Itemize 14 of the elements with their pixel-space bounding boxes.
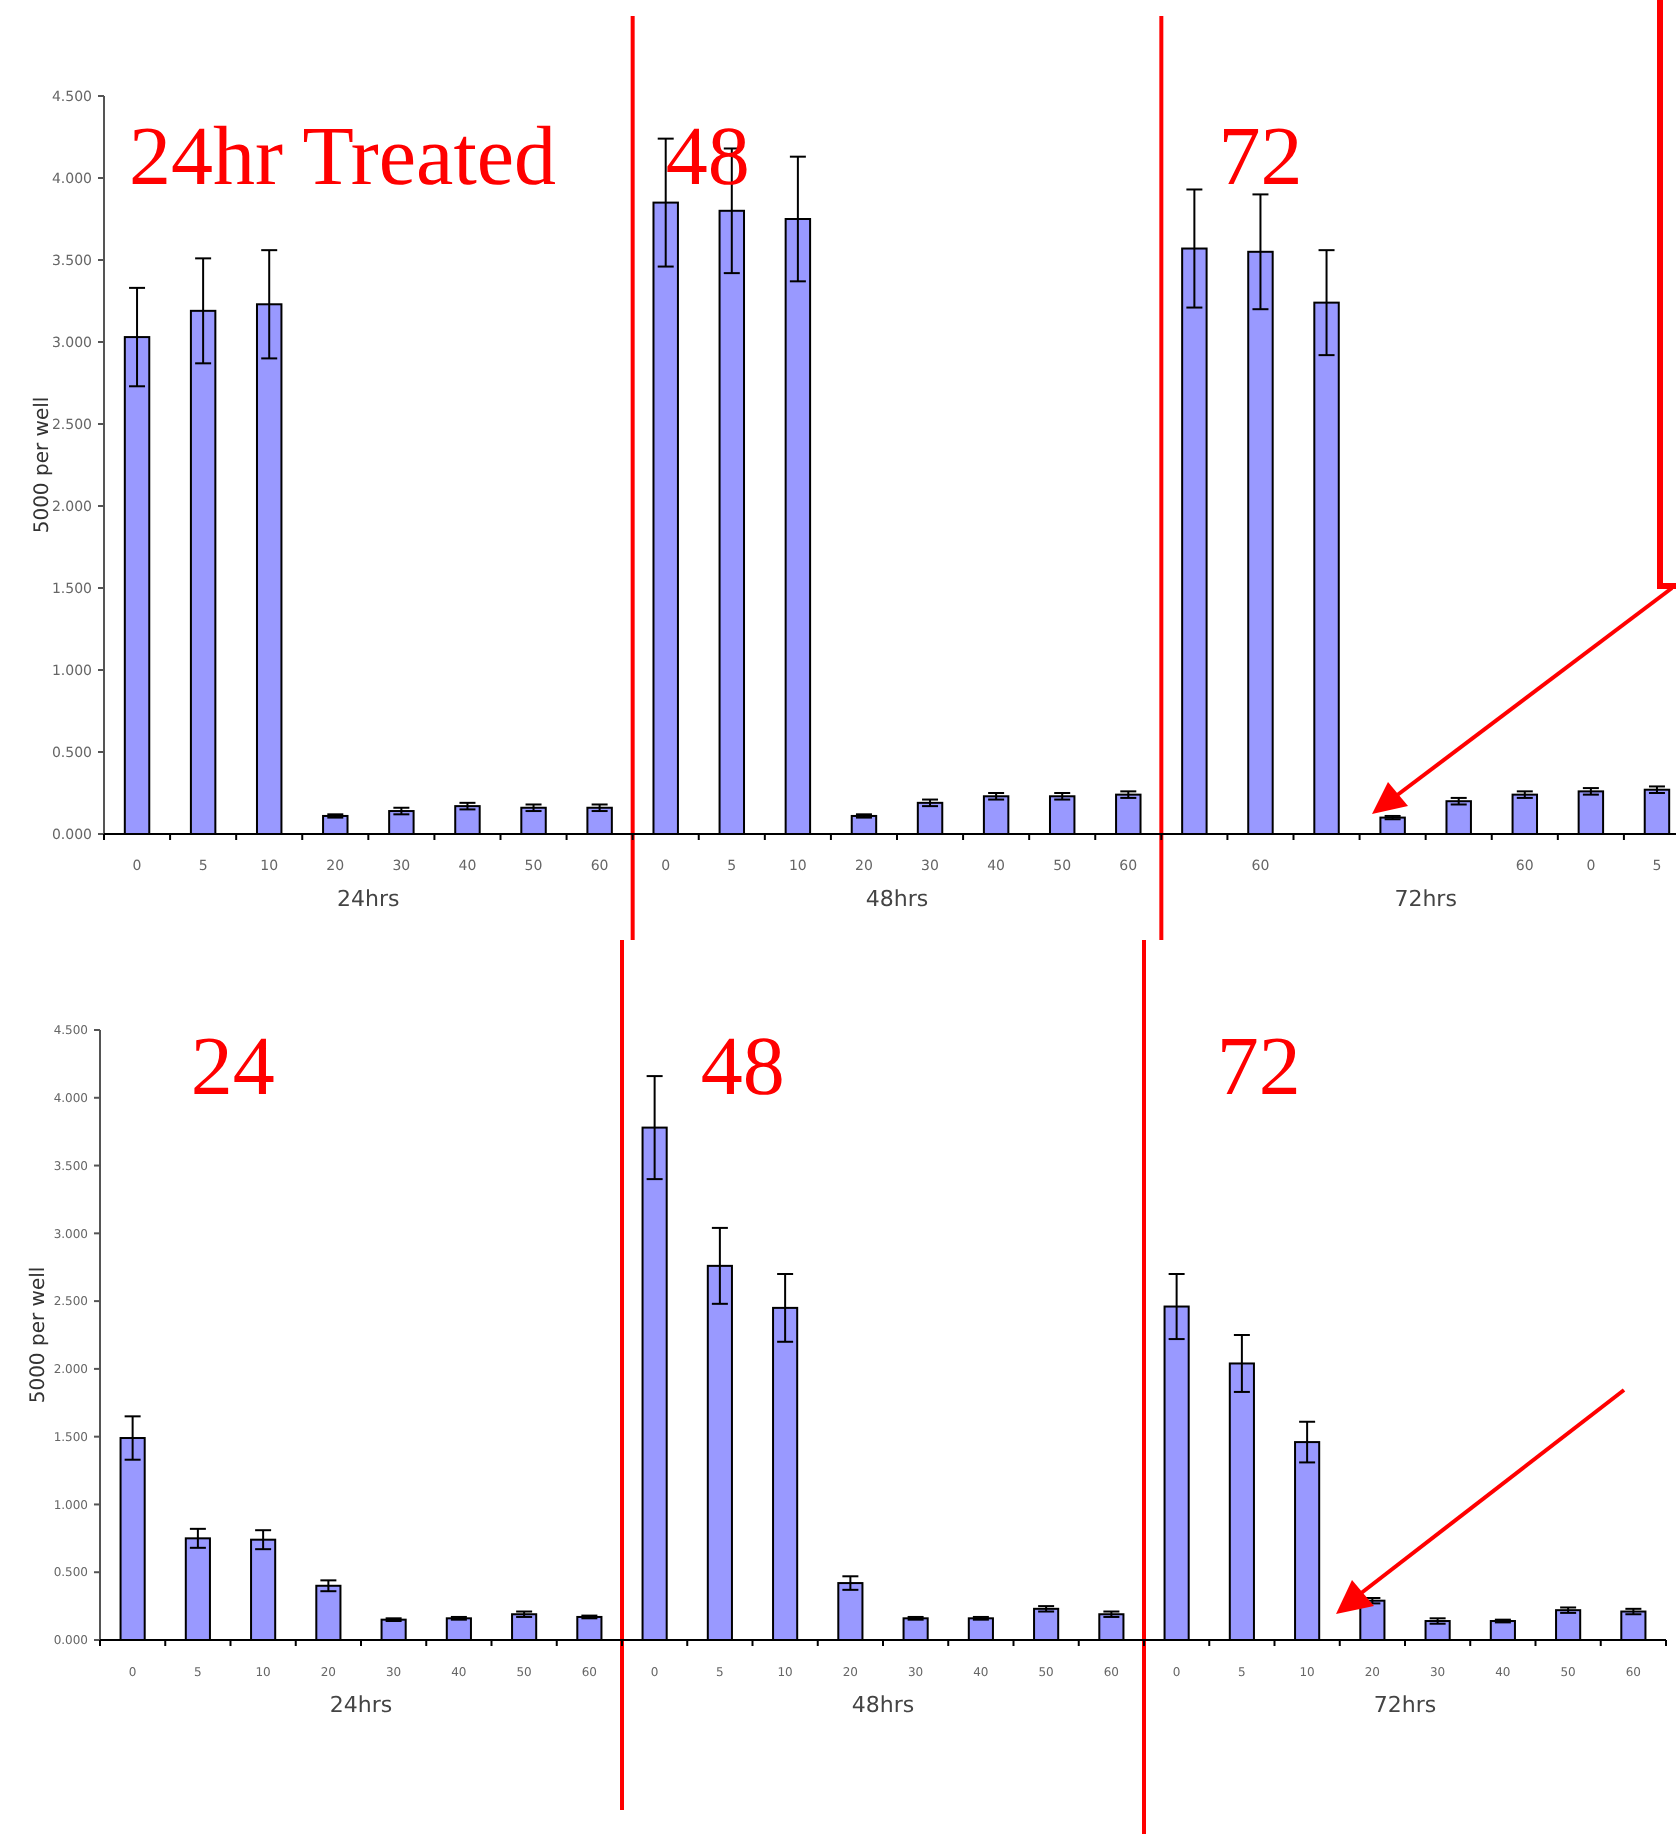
annotation: 24 [190, 1022, 275, 1114]
y-axis-title: 5000 per well [32, 396, 54, 534]
text: 48hrs [851, 1692, 915, 1718]
annotation: 48 [665, 112, 750, 204]
text: 72hrs [1394, 886, 1458, 912]
annotation: 72 [1216, 1022, 1301, 1114]
text: 24hrs [329, 1692, 393, 1718]
annotation: 48 [700, 1022, 785, 1114]
text: 72hrs [1373, 1692, 1437, 1718]
text: 24hrs [337, 886, 401, 912]
annotation: 72 [1218, 112, 1303, 204]
y-axis-title: 5000 per well [28, 1266, 50, 1404]
annotation: 24hr Treated [129, 112, 557, 204]
text: 48hrs [865, 886, 929, 912]
